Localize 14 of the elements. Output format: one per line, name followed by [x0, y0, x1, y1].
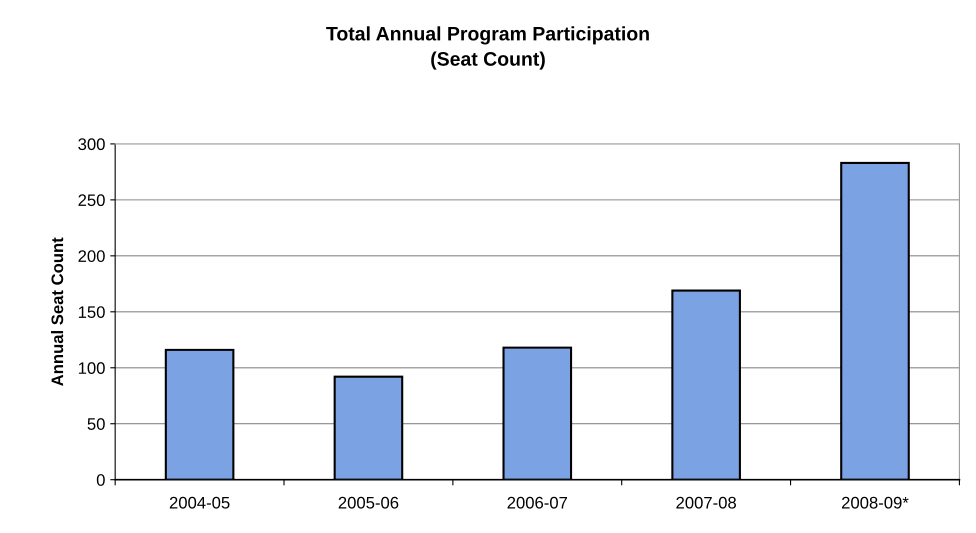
- x-tick-label: 2006-07: [508, 496, 568, 509]
- x-tick-label: 2005-06: [338, 496, 398, 509]
- x-tick-label: 2004-05: [170, 496, 230, 509]
- y-tick-label: 50: [88, 418, 105, 430]
- x-tick-label: 2008-09*: [842, 496, 909, 509]
- y-tick-label: 250: [78, 194, 105, 206]
- chart-title: Total Annual Program Participation (Seat Count): [326, 26, 649, 70]
- y-tick-label: 300: [78, 138, 105, 150]
- y-tick-label: 150: [78, 306, 105, 318]
- y-axis-title: Annual Seat Count: [50, 237, 64, 386]
- y-tick-label: 200: [78, 250, 105, 262]
- x-tick-label: 2007-08: [676, 496, 736, 509]
- y-tick-label: 0: [96, 474, 105, 486]
- y-tick-label: 100: [78, 362, 105, 374]
